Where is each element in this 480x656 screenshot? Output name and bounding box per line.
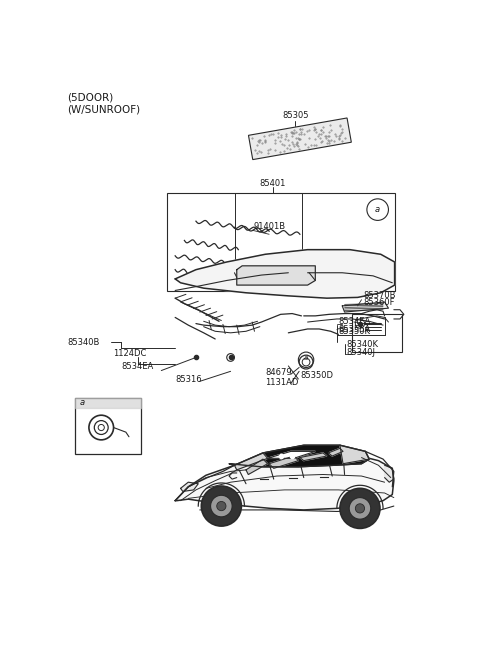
Circle shape [340, 488, 380, 528]
Text: 8534EA: 8534EA [121, 362, 154, 371]
Circle shape [211, 495, 232, 517]
Polygon shape [246, 459, 267, 474]
Circle shape [355, 504, 365, 513]
Text: 84679: 84679 [265, 369, 292, 377]
Circle shape [201, 486, 241, 526]
Text: (5DOOR)
(W/SUNROOF): (5DOOR) (W/SUNROOF) [67, 92, 141, 114]
Bar [352, 314, 402, 352]
Polygon shape [328, 448, 343, 456]
Bar [75, 398, 141, 454]
Polygon shape [249, 118, 351, 159]
Polygon shape [300, 453, 327, 461]
Text: 8534EA: 8534EA [338, 317, 371, 326]
Polygon shape [384, 465, 394, 482]
Text: 85340B: 85340B [67, 338, 100, 346]
Text: 85340J: 85340J [346, 348, 375, 358]
Text: a: a [304, 356, 308, 361]
Text: 85355A: 85355A [338, 325, 371, 335]
Text: 85305: 85305 [282, 111, 309, 120]
Text: 85316: 85316 [175, 375, 202, 384]
Text: 85340K: 85340K [346, 340, 378, 349]
Polygon shape [340, 445, 369, 464]
Text: 1131AD: 1131AD [265, 378, 299, 386]
Text: 85370B: 85370B [363, 291, 396, 300]
Bar [168, 193, 395, 291]
Circle shape [349, 498, 371, 519]
Text: a: a [375, 205, 380, 214]
Polygon shape [267, 451, 315, 459]
Polygon shape [269, 456, 299, 468]
Text: 85350K: 85350K [338, 327, 371, 336]
Text: 91401B: 91401B [254, 222, 286, 231]
Polygon shape [175, 455, 394, 510]
Polygon shape [234, 453, 267, 470]
Polygon shape [342, 302, 388, 312]
Polygon shape [229, 445, 369, 467]
Text: 85350D: 85350D [300, 371, 333, 380]
Text: a: a [80, 398, 85, 407]
Polygon shape [180, 482, 198, 491]
Text: 1124DC: 1124DC [113, 349, 146, 358]
Text: 85401: 85401 [260, 179, 286, 188]
Polygon shape [237, 266, 315, 285]
Polygon shape [175, 250, 395, 298]
Text: 85360F: 85360F [363, 298, 395, 306]
Circle shape [217, 501, 226, 510]
